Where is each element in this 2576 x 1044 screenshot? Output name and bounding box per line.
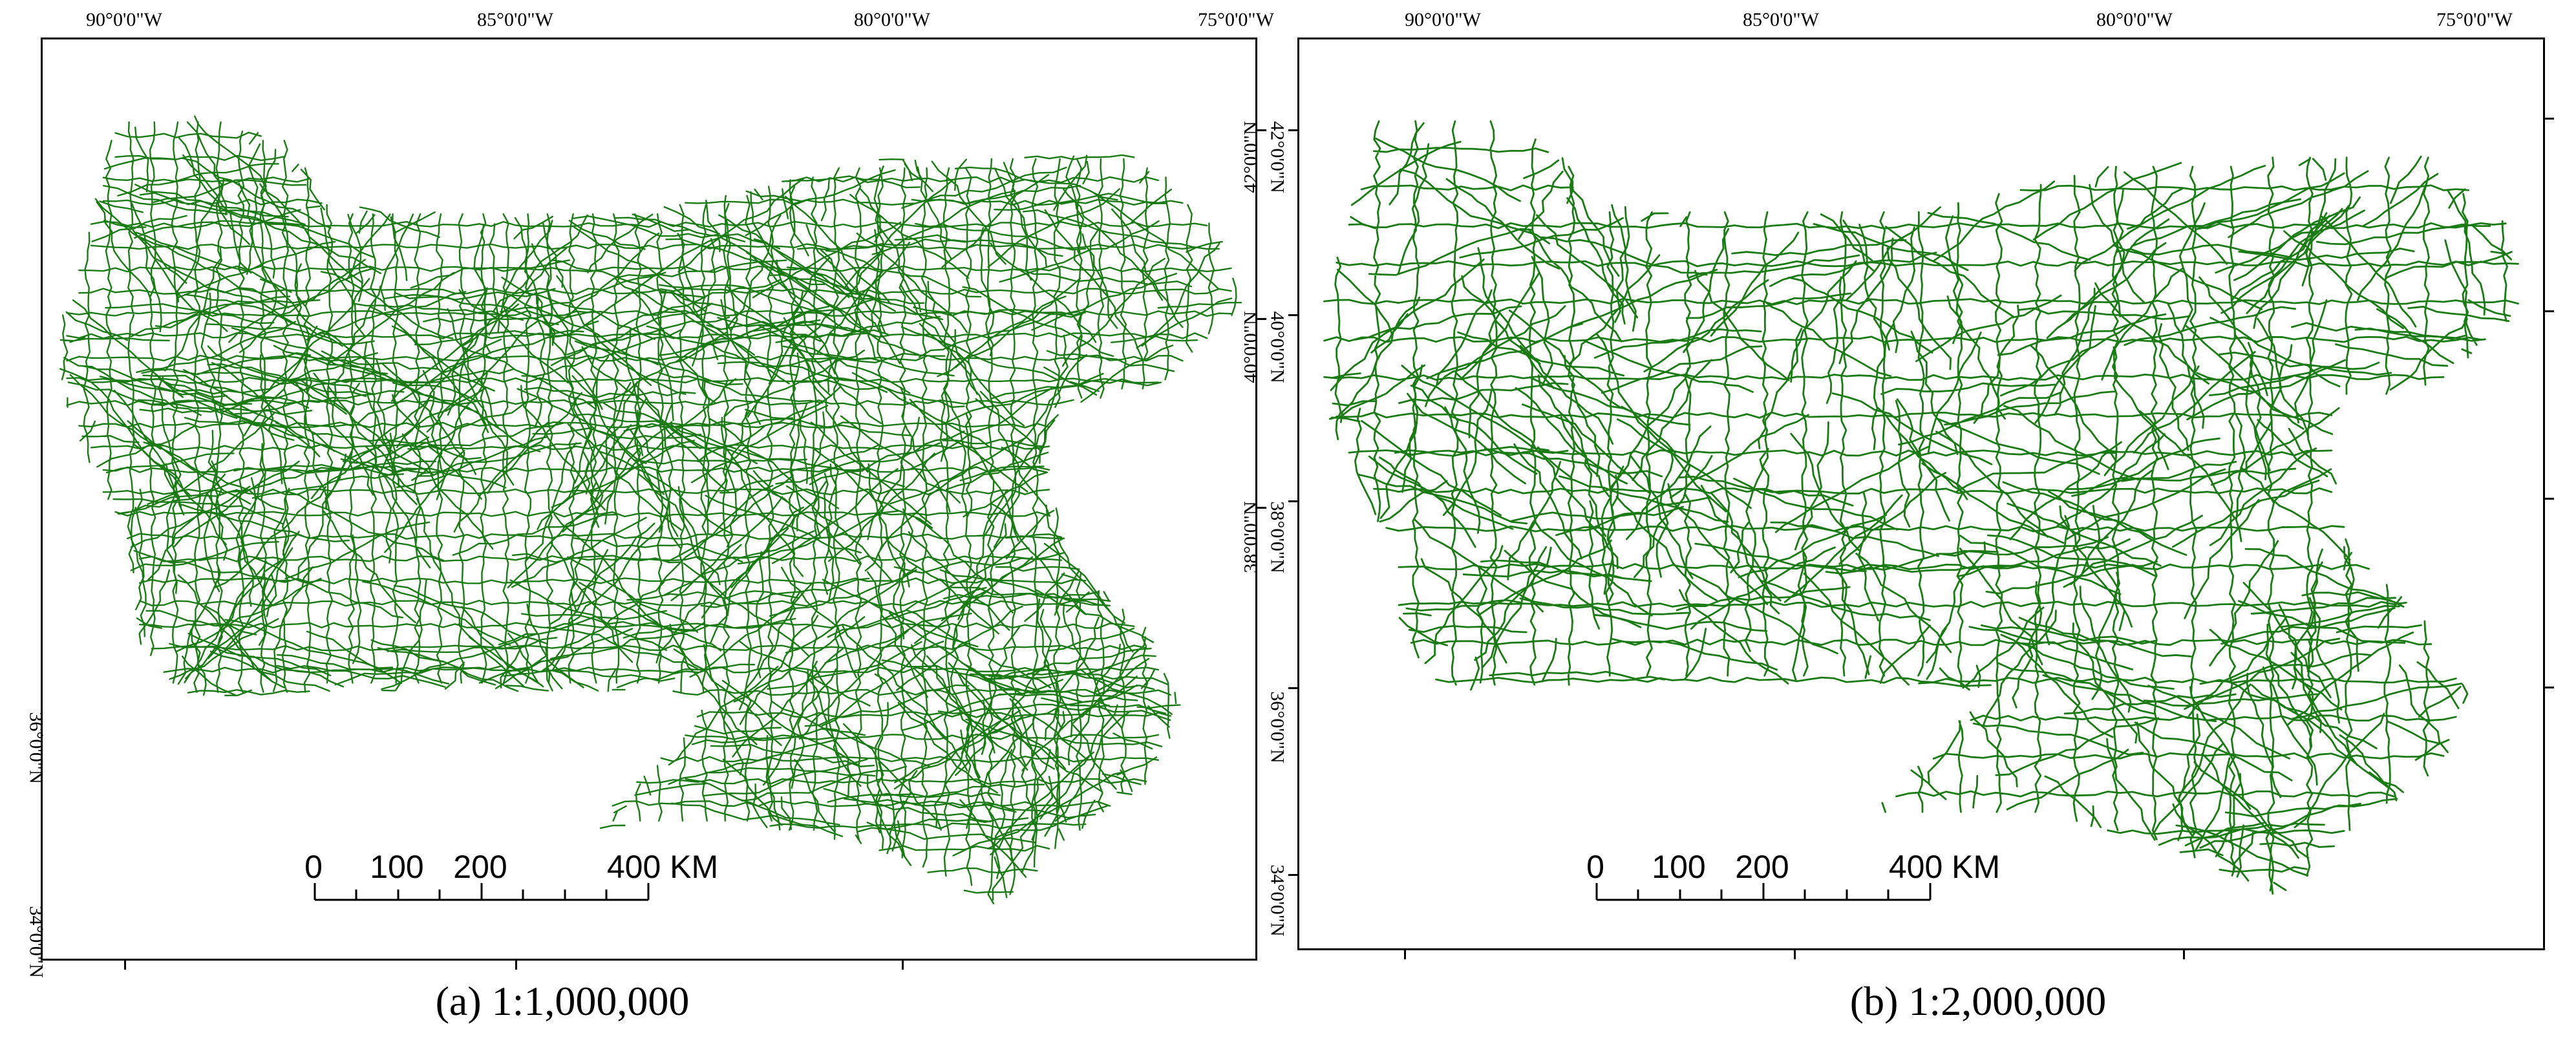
longitude-label-75w: 75°0'0"W (1198, 9, 1274, 30)
tick-mark (1257, 129, 1266, 131)
tick-mark (902, 961, 904, 970)
tick-mark (1288, 687, 1297, 689)
latitude-label-36n: 36°0'0"N (25, 712, 47, 784)
map-panel-b: 90°0'0"W 85°0'0"W 80°0'0"W 75°0'0"W 42°0… (1267, 0, 2576, 1044)
scale-label-0: 0 (1586, 849, 1604, 885)
longitude-label-80w: 80°0'0"W (854, 9, 930, 30)
tick-mark (2545, 310, 2554, 312)
scale-label-400: 400 KM (606, 849, 719, 885)
longitude-label-80w: 80°0'0"W (2096, 9, 2173, 30)
tick-mark (2545, 498, 2554, 500)
scale-label-100: 100 (370, 849, 424, 885)
tick-mark (1288, 500, 1297, 502)
scale-bar-b: 0 100 200 400 KM (1586, 849, 2000, 905)
tick-mark (1288, 129, 1297, 131)
latitude-label-40n: 40°0'0"N (1266, 311, 1288, 383)
latitude-label-42n: 42°0'0"N (1266, 121, 1288, 193)
latitude-label-38n: 38°0'0"N (1266, 501, 1288, 573)
scale-label-0: 0 (304, 849, 323, 885)
longitude-label-90w: 90°0'0"W (1405, 9, 1481, 30)
scale-bar-a: 0 100 200 400 KM (304, 849, 718, 905)
tick-mark (1288, 874, 1297, 876)
tick-mark (2545, 687, 2554, 688)
road-lines (59, 115, 1242, 904)
longitude-label-85w: 85°0'0"W (477, 9, 553, 30)
caption-a: (a) 1:1,000,000 (435, 978, 690, 1024)
longitude-label-75w: 75°0'0"W (2436, 9, 2513, 30)
road-network-a (59, 115, 1242, 904)
map-panel-a: 90°0'0"W 85°0'0"W 80°0'0"W 75°0'0"W 34°0… (0, 0, 1283, 1044)
caption-b: (b) 1:2,000,000 (1849, 978, 2107, 1024)
scale-label-400: 400 KM (1888, 849, 2001, 885)
latitude-label-42n: 42°0'0"N (1240, 121, 1262, 193)
tick-mark (1288, 314, 1297, 316)
latitude-label-38n: 38°0'0"N (1240, 501, 1262, 573)
tick-mark (1794, 950, 1796, 959)
tick-mark (515, 961, 517, 970)
latitude-label-40n: 40°0'0"N (1240, 311, 1262, 383)
longitude-label-85w: 85°0'0"W (1743, 9, 1819, 30)
tick-mark (2545, 118, 2554, 120)
road-lines (1323, 120, 2519, 895)
map-frame-a (41, 37, 1257, 961)
tick-mark (1257, 318, 1266, 320)
tick-mark (2183, 950, 2185, 959)
tick-mark (1257, 507, 1266, 509)
scale-label-200: 200 (453, 849, 507, 885)
tick-mark (124, 961, 126, 970)
latitude-label-34n: 34°0'0"N (1266, 864, 1288, 937)
latitude-label-34n: 34°0'0"N (25, 906, 47, 978)
road-network-b (1323, 120, 2519, 895)
tick-mark (1404, 950, 1406, 959)
latitude-label-36n: 36°0'0"N (1266, 691, 1288, 763)
longitude-label-90w: 90°0'0"W (86, 9, 162, 30)
map-frame-b (1297, 37, 2545, 950)
scale-label-200: 200 (1735, 849, 1789, 885)
scale-label-100: 100 (1652, 849, 1706, 885)
